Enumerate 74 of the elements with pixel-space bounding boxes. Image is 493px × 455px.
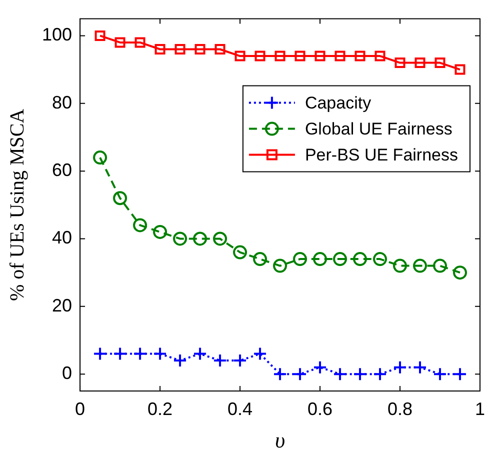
x-tick-label: 1: [474, 398, 485, 419]
point: [314, 50, 326, 62]
point: [373, 252, 388, 266]
x-tick-label: 0.2: [148, 398, 173, 419]
point: [452, 367, 467, 382]
point: [393, 360, 407, 374]
point: [113, 191, 128, 206]
point: [413, 258, 427, 273]
point: [414, 58, 426, 68]
point: [293, 367, 308, 382]
point: [393, 258, 407, 273]
point: [113, 346, 128, 361]
point: [373, 367, 388, 382]
point: [374, 50, 386, 62]
point: [234, 50, 246, 62]
point: [353, 367, 368, 382]
point: [114, 37, 126, 48]
point: [233, 354, 248, 368]
point: [214, 44, 226, 54]
point: [153, 346, 168, 361]
point: [253, 346, 268, 361]
point: [333, 367, 348, 382]
point: [353, 252, 368, 266]
x-axis-title: υ: [274, 428, 286, 453]
point: [94, 30, 106, 41]
x-tick-label: 0.8: [387, 398, 413, 419]
point: [213, 232, 228, 246]
point: [454, 64, 466, 75]
y-tick-label: 0: [62, 363, 72, 384]
point: [173, 232, 188, 246]
y-tick-label: 60: [52, 160, 72, 180]
point: [433, 258, 447, 273]
point: [413, 360, 427, 374]
point: [194, 44, 206, 54]
point: [133, 346, 148, 361]
point: [173, 354, 188, 368]
point: [193, 346, 208, 361]
legend-label: Per-BS UE Fairness: [304, 145, 458, 164]
point: [293, 252, 308, 266]
point: [273, 258, 288, 273]
legend-label: Capacity: [304, 93, 372, 112]
point: [313, 360, 328, 374]
x-tick-label: 0.4: [228, 398, 253, 419]
point: [154, 44, 166, 54]
y-axis-title: % of UEs Using MSCA: [6, 108, 28, 302]
point: [274, 50, 286, 62]
point: [313, 252, 328, 266]
point: [394, 58, 406, 68]
point: [333, 252, 348, 266]
point: [433, 367, 447, 382]
point: [93, 150, 108, 165]
x-tick-label: 0: [75, 398, 86, 419]
point: [193, 232, 208, 246]
y-tick-label: 40: [52, 228, 72, 248]
y-tick-label: 20: [52, 295, 72, 316]
point: [294, 50, 306, 62]
point: [133, 218, 148, 232]
point: [153, 224, 168, 239]
legend-label: Global UE Fairness: [304, 119, 452, 138]
point: [134, 37, 146, 48]
x-tick-label: 0.6: [307, 398, 333, 419]
point: [452, 266, 467, 280]
point: [334, 50, 346, 62]
point: [273, 367, 288, 382]
point: [233, 245, 248, 260]
point: [253, 252, 268, 266]
y-tick-label: 100: [42, 24, 72, 45]
point: [254, 50, 266, 62]
point: [93, 346, 108, 361]
point: [213, 354, 228, 368]
y-tick-label: 80: [52, 92, 72, 112]
point: [174, 44, 186, 54]
point: [354, 50, 366, 62]
point: [434, 58, 446, 68]
